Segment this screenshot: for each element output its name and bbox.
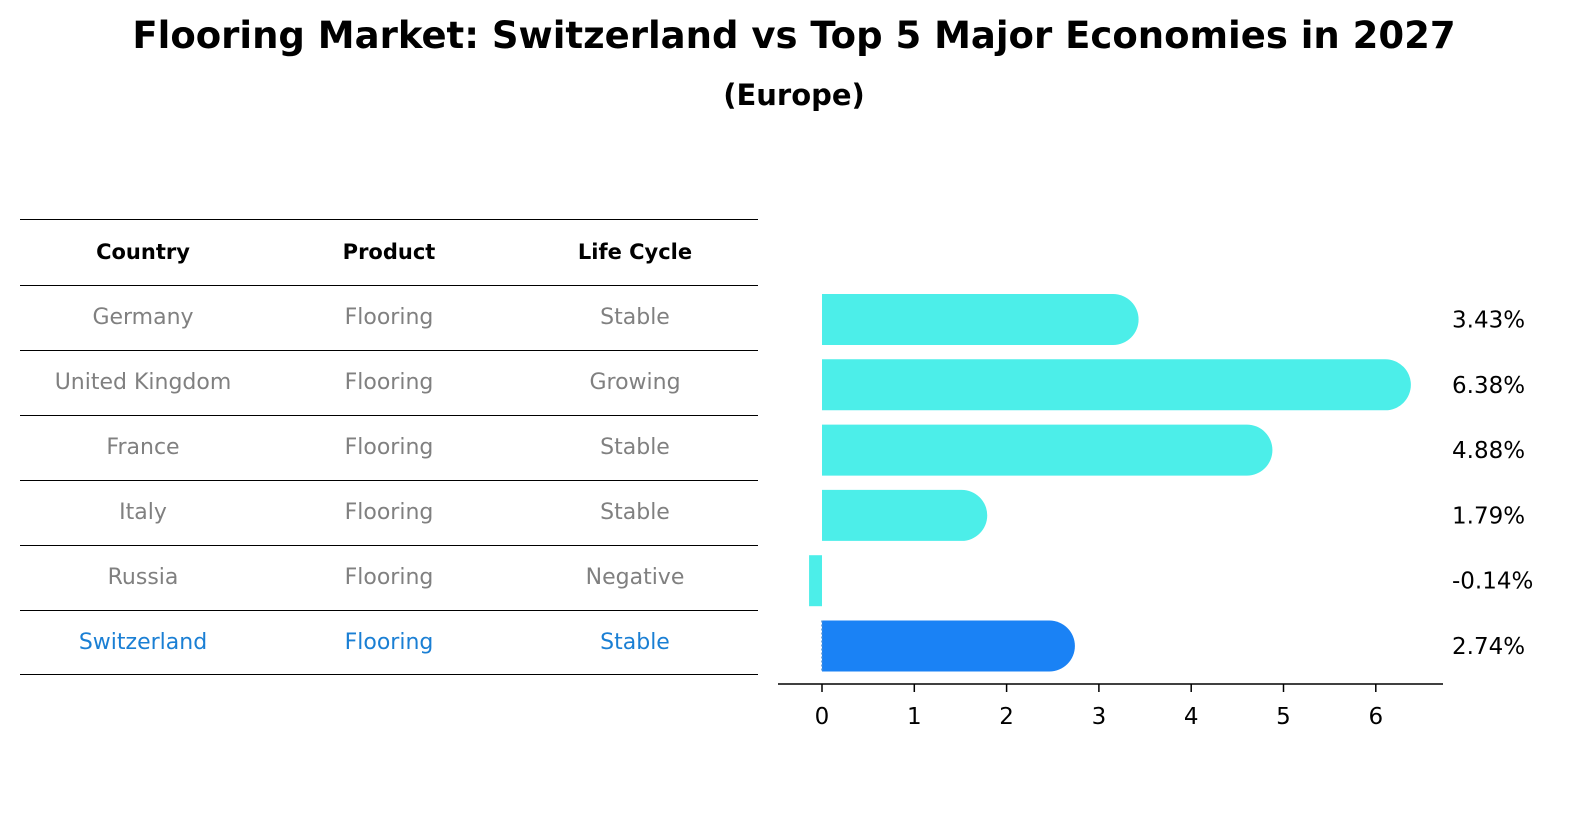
cell-life-cycle: Stable bbox=[600, 305, 670, 330]
cell-country: Russia bbox=[107, 565, 179, 590]
data-label: 2.74% bbox=[1452, 634, 1525, 660]
x-tick-label: 3 bbox=[1092, 704, 1107, 730]
cell-country: United Kingdom bbox=[54, 370, 232, 395]
data-label: 6.38% bbox=[1452, 373, 1525, 399]
bar-russia bbox=[809, 555, 822, 607]
header-product: Product bbox=[342, 240, 436, 264]
bar-germany bbox=[822, 294, 1139, 345]
table-row: Germany Flooring Stable bbox=[20, 285, 758, 350]
bar-france bbox=[822, 424, 1273, 476]
cell-product: Flooring bbox=[344, 565, 434, 590]
table-row: United Kingdom Flooring Growing bbox=[20, 350, 758, 415]
bar-italy bbox=[822, 489, 988, 541]
cell-life-cycle: Stable bbox=[600, 500, 670, 525]
cell-country: Italy bbox=[119, 500, 167, 525]
cell-life-cycle: Stable bbox=[600, 629, 670, 655]
cell-product: Flooring bbox=[344, 305, 434, 330]
comparison-table: Country Product Life Cycle Germany Floor… bbox=[20, 219, 758, 675]
cell-country: France bbox=[106, 435, 180, 460]
table-row-highlighted: Switzerland Flooring Stable bbox=[20, 610, 758, 675]
table-row: France Flooring Stable bbox=[20, 415, 758, 480]
cell-life-cycle: Negative bbox=[585, 565, 685, 590]
data-label: 1.79% bbox=[1452, 503, 1525, 529]
cell-product: Flooring bbox=[344, 500, 434, 525]
table-header-row: Country Product Life Cycle bbox=[20, 219, 758, 285]
cell-product: Flooring bbox=[344, 435, 434, 460]
x-tick-label: 0 bbox=[815, 704, 830, 730]
x-tick-label: 6 bbox=[1368, 704, 1383, 730]
table-row: Italy Flooring Stable bbox=[20, 480, 758, 545]
table-row: Russia Flooring Negative bbox=[20, 545, 758, 610]
cell-country: Switzerland bbox=[78, 629, 208, 655]
cell-product: Flooring bbox=[344, 629, 434, 655]
x-tick-label: 1 bbox=[907, 704, 922, 730]
data-label: 4.88% bbox=[1452, 438, 1525, 464]
cell-country: Germany bbox=[92, 305, 194, 330]
header-life-cycle: Life Cycle bbox=[577, 240, 693, 264]
data-label: -0.14% bbox=[1452, 569, 1533, 595]
chart-subtitle: (Europe) bbox=[723, 78, 865, 112]
x-tick-label: 5 bbox=[1276, 704, 1291, 730]
x-tick-label: 2 bbox=[999, 704, 1014, 730]
x-tick-label: 4 bbox=[1184, 704, 1199, 730]
cell-product: Flooring bbox=[344, 370, 434, 395]
data-label: 3.43% bbox=[1452, 308, 1525, 334]
cell-life-cycle: Stable bbox=[600, 435, 670, 460]
header-country: Country bbox=[96, 240, 190, 264]
bar-united-kingdom bbox=[822, 359, 1411, 411]
bar-switzerland bbox=[822, 620, 1075, 672]
cell-life-cycle: Growing bbox=[589, 370, 681, 395]
chart-title: Flooring Market: Switzerland vs Top 5 Ma… bbox=[132, 14, 1456, 57]
